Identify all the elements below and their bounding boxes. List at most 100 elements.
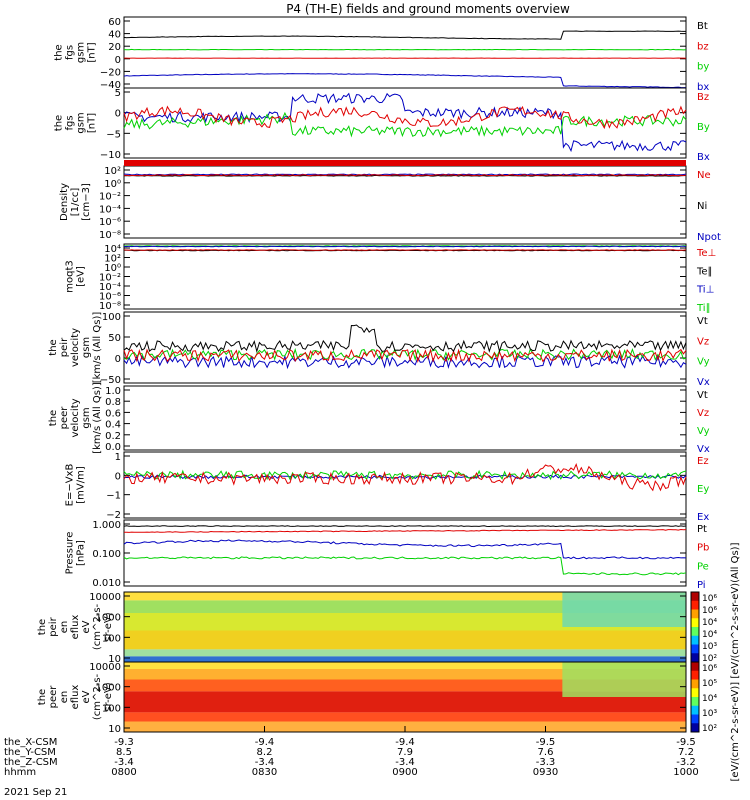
series-Vt bbox=[123, 324, 687, 354]
y-tick-label: 10000 bbox=[89, 662, 121, 673]
colorbar-swatch bbox=[691, 697, 699, 707]
legend-bz: bz bbox=[697, 41, 709, 52]
legend-By: By bbox=[697, 122, 710, 133]
panel-ve: 1.00.80.60.40.20.0 the peer velocity gsm [km/… bbox=[48, 382, 710, 455]
y-axis-label: the bbox=[48, 339, 59, 355]
spectrogram-shift bbox=[562, 592, 686, 627]
series-Bz bbox=[123, 105, 687, 130]
y-tick-label: 0 bbox=[115, 109, 121, 120]
y-tick-label: 0 bbox=[115, 471, 121, 482]
y-axis-label: velocity bbox=[70, 398, 81, 437]
legend-Ti⊥: Ti⊥ bbox=[696, 285, 714, 296]
x-tick-label: -3.3 bbox=[536, 757, 556, 768]
y-tick-label: 10⁴ bbox=[104, 244, 121, 255]
y-axis-label: the bbox=[37, 619, 48, 635]
colorbar-tick-label: 10⁵ bbox=[702, 679, 717, 689]
x-tick-label: 8.5 bbox=[116, 747, 132, 758]
series-Ez bbox=[123, 462, 687, 492]
colorbar-swatch bbox=[691, 705, 699, 715]
legend-Vy: Vy bbox=[697, 357, 710, 368]
x-tick-label: 8.2 bbox=[257, 747, 273, 758]
y-tick-label: 10⁻⁸ bbox=[99, 230, 121, 241]
y-axis-label: (cm^2-s- bbox=[92, 603, 103, 650]
y-tick-label: 0 bbox=[115, 354, 121, 365]
x-tick-label: -9.4 bbox=[395, 737, 415, 748]
spectrogram-band bbox=[124, 592, 686, 601]
spectrogram-band bbox=[124, 649, 686, 657]
y-tick-label: 0.6 bbox=[105, 408, 121, 419]
legend-Bz: Bz bbox=[697, 92, 709, 103]
y-tick-label: 10000 bbox=[89, 592, 121, 603]
legend-Vt: Vt bbox=[697, 390, 708, 401]
y-axis-label: Pressure bbox=[65, 532, 76, 575]
legend-Bt: Bt bbox=[697, 21, 708, 32]
x-tick-label: -3.4 bbox=[114, 757, 134, 768]
y-axis-label: moqt3 bbox=[65, 260, 76, 293]
y-axis-label: [km/s (All Qs)] bbox=[92, 382, 103, 454]
y-axis-label: eV bbox=[81, 620, 92, 633]
y-tick-label: −50 bbox=[100, 375, 121, 386]
colorbar-tick-label: 10³ bbox=[702, 709, 717, 719]
y-tick-label: −20 bbox=[100, 67, 121, 78]
legend-Ey: Ey bbox=[697, 484, 709, 495]
y-tick-label: 0.0 bbox=[105, 442, 121, 453]
y-tick-label: 60 bbox=[108, 17, 121, 28]
y-tick-label: 0.100 bbox=[92, 549, 121, 560]
x-tick-label: -3.4 bbox=[255, 757, 275, 768]
series-Ne bbox=[123, 174, 687, 177]
x-tick-label: 0800 bbox=[111, 767, 136, 778]
spectrogram-band bbox=[124, 600, 686, 613]
spectrogram-band bbox=[124, 630, 686, 650]
series-by bbox=[123, 48, 687, 51]
colorbar-tick-label: 10⁴ bbox=[702, 694, 717, 704]
y-tick-label: 0.8 bbox=[105, 397, 121, 408]
x-axis-labels: the_X-CSM -9.3 -9.4 -9.4 -9.5 -9.5 the_Y-CSM 8.… bbox=[4, 726, 699, 798]
y-tick-label: 10² bbox=[104, 166, 121, 177]
colorbar-1: 10⁶ 10⁵ 10⁴ 10³ 10² bbox=[690, 661, 717, 734]
colorbar-tick-label: 10⁴ bbox=[702, 618, 717, 628]
y-axis-label: en bbox=[59, 691, 70, 704]
y-tick-label: 100 bbox=[102, 312, 121, 323]
legend-Ti∥: Ti∥ bbox=[696, 303, 711, 314]
colorbar-swatch bbox=[691, 609, 699, 619]
x-tick-label: 1000 bbox=[673, 767, 698, 778]
colorbar-tick-label: 10⁶ bbox=[702, 594, 717, 604]
y-axis-label: gsm bbox=[76, 112, 87, 133]
y-axis-label: [nPa] bbox=[76, 540, 87, 566]
y-axis-label: (cm^2-s- bbox=[92, 673, 103, 720]
panel-frame bbox=[123, 87, 687, 159]
y-tick-label: 10⁰ bbox=[104, 179, 121, 190]
y-tick-label: 10² bbox=[104, 254, 121, 265]
x-tick-label: 0930 bbox=[533, 767, 558, 778]
y-axis-label: peir bbox=[48, 616, 59, 636]
y-axis-label: the bbox=[54, 44, 65, 60]
y-tick-label: 10⁰ bbox=[104, 263, 121, 274]
panel-espec: 10000 1000 100 10 the peer en eflux eV (cm^2-s-sr… bbox=[37, 661, 687, 735]
date-label: 2021 Sep 21 bbox=[4, 787, 67, 798]
spectrogram-band bbox=[124, 679, 686, 692]
y-axis-label: peer bbox=[48, 685, 59, 709]
y-tick-label: 0.4 bbox=[105, 420, 121, 431]
x-tick-label: 0900 bbox=[392, 767, 417, 778]
colorbar-swatch bbox=[691, 670, 699, 680]
colorbar-swatch bbox=[691, 644, 699, 654]
y-axis-label: eflux bbox=[70, 615, 81, 640]
spectrogram-band bbox=[124, 712, 686, 722]
y-tick-label: 10⁻² bbox=[99, 273, 121, 284]
legend-Pi: Pi bbox=[697, 580, 706, 591]
series-Vz bbox=[123, 347, 687, 363]
colorbar-tick-label: 10² bbox=[702, 724, 717, 734]
series-bx bbox=[123, 73, 686, 89]
x-tick-label: 7.9 bbox=[397, 747, 413, 758]
series-By bbox=[123, 111, 687, 138]
x-tick-label: -9.5 bbox=[536, 737, 556, 748]
y-axis-label: gsm bbox=[81, 337, 92, 358]
legend-Ez: Ez bbox=[697, 456, 709, 467]
legend-Ne: Ne bbox=[697, 170, 711, 181]
legend-by: by bbox=[697, 62, 709, 73]
colorbar-swatch bbox=[691, 688, 699, 698]
legend-Vz: Vz bbox=[697, 336, 709, 347]
x-tick-label: -9.3 bbox=[114, 737, 134, 748]
legend-Pb: Pb bbox=[697, 543, 709, 554]
